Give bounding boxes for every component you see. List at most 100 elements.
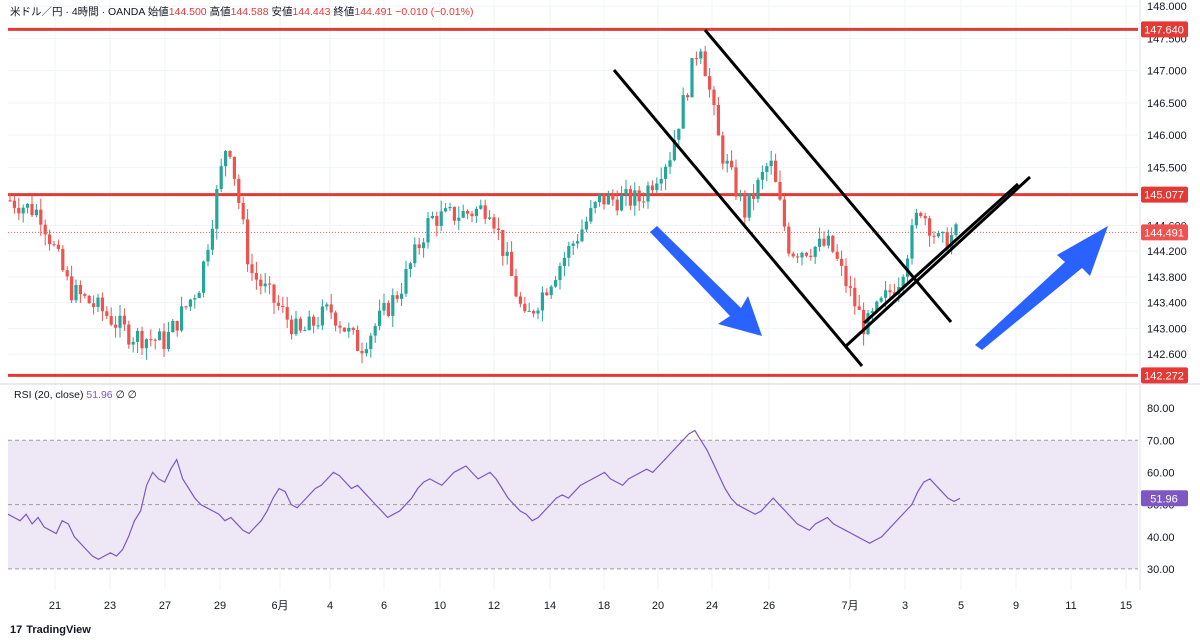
price-tick-label: 146.500	[1147, 98, 1187, 110]
candle-body	[892, 292, 896, 295]
candle-body	[391, 295, 395, 316]
candle-body	[26, 203, 30, 208]
candle-body	[43, 224, 47, 235]
candle-body	[206, 249, 210, 262]
candle-body	[369, 335, 373, 350]
candle-body	[664, 166, 668, 179]
candle-body	[549, 286, 553, 296]
candle-body	[356, 329, 360, 351]
low-value: 144.443	[292, 6, 331, 18]
candle-body	[483, 205, 487, 219]
candle-body	[312, 316, 316, 326]
candle-body	[153, 339, 157, 341]
rsi-label: RSI (20, close)	[14, 389, 84, 401]
candle-body	[395, 295, 399, 299]
candle-body	[840, 258, 844, 266]
close-label: 終値	[333, 6, 355, 18]
last-price-tag-bg	[1141, 224, 1188, 241]
x-tick-label: 27	[159, 600, 171, 612]
candle-body	[637, 190, 641, 202]
candle-body	[510, 251, 514, 277]
candle-body	[857, 306, 861, 310]
candle-body	[122, 315, 126, 325]
x-tick-label: 4	[327, 600, 333, 612]
candle-body	[114, 324, 118, 328]
rsi-value-tag-bg	[1141, 490, 1188, 507]
x-tick-label: 20	[652, 600, 664, 612]
candle-body	[571, 243, 575, 246]
candle-body	[826, 235, 830, 246]
candle-body	[725, 160, 729, 164]
candle-body	[413, 244, 417, 264]
candle-body	[567, 245, 571, 258]
candle-body	[378, 310, 382, 326]
descending-channel-line	[612, 69, 864, 367]
candle-body	[228, 150, 232, 157]
candle-body	[624, 189, 628, 196]
candle-body	[320, 306, 324, 326]
candle-body	[158, 331, 162, 341]
candle-body	[778, 181, 782, 200]
candle-body	[215, 189, 219, 229]
candle-body	[611, 194, 615, 200]
x-tick-label: 9	[1013, 600, 1019, 612]
candle-body	[259, 279, 263, 287]
candle-body	[633, 190, 637, 206]
x-tick-label: 23	[104, 600, 116, 612]
x-tick-label: 26	[763, 600, 775, 612]
x-tick-label: 21	[49, 600, 61, 612]
candle-body	[928, 218, 932, 236]
candle-body	[554, 280, 558, 287]
rsi-line	[7, 429, 961, 560]
rsi-icons[interactable]: ∅ ∅	[115, 389, 137, 401]
candle-body	[602, 194, 606, 205]
candle-body	[17, 207, 21, 214]
high-value: 144.588	[230, 6, 269, 18]
candle-body	[628, 189, 632, 206]
price-tick-label: 142.600	[1147, 349, 1187, 361]
candle-body	[254, 273, 258, 280]
high-label: 高値	[209, 6, 231, 18]
x-tick-label: 15	[1120, 600, 1132, 612]
symbol-title: 米ドル／円 · 4時間 · OANDA	[10, 6, 145, 18]
candle-body	[787, 226, 791, 254]
candle-body	[74, 284, 78, 301]
brand-name: TradingView	[26, 624, 91, 636]
candle-body	[677, 128, 681, 140]
candle-body	[870, 311, 874, 314]
candle-body	[171, 320, 175, 333]
candle-body	[461, 210, 465, 218]
candle-body	[316, 325, 320, 327]
candle-body	[12, 200, 16, 208]
candle-body	[936, 233, 940, 237]
candle-body	[800, 252, 804, 258]
candle-body	[540, 292, 544, 311]
brand[interactable]: 17 TradingView	[10, 624, 91, 636]
candle-body	[488, 217, 492, 219]
level-price-tag-bg	[1141, 186, 1188, 203]
candle-body	[527, 310, 531, 312]
candle-body	[910, 225, 914, 259]
candle-body	[298, 318, 302, 331]
candle-body	[246, 219, 250, 265]
price-candles	[8, 45, 958, 364]
candle-body	[166, 332, 170, 349]
candle-body	[180, 306, 184, 331]
candle-body	[690, 58, 694, 98]
candle-body	[131, 341, 135, 345]
candle-body	[558, 265, 562, 281]
x-tick-label: 18	[598, 600, 610, 612]
candle-body	[83, 294, 87, 296]
x-tick-label: 29	[214, 600, 226, 612]
candle-body	[373, 325, 377, 336]
candle-body	[831, 235, 835, 252]
candle-body	[430, 216, 434, 219]
candle-body	[21, 207, 25, 214]
candle-body	[576, 241, 580, 244]
x-tick-label: 14	[544, 600, 556, 612]
candle-body	[756, 179, 760, 199]
candle-body	[61, 248, 65, 271]
candle-body	[866, 313, 870, 335]
candle-body	[923, 216, 927, 219]
price-tick-label: 146.000	[1147, 130, 1187, 142]
